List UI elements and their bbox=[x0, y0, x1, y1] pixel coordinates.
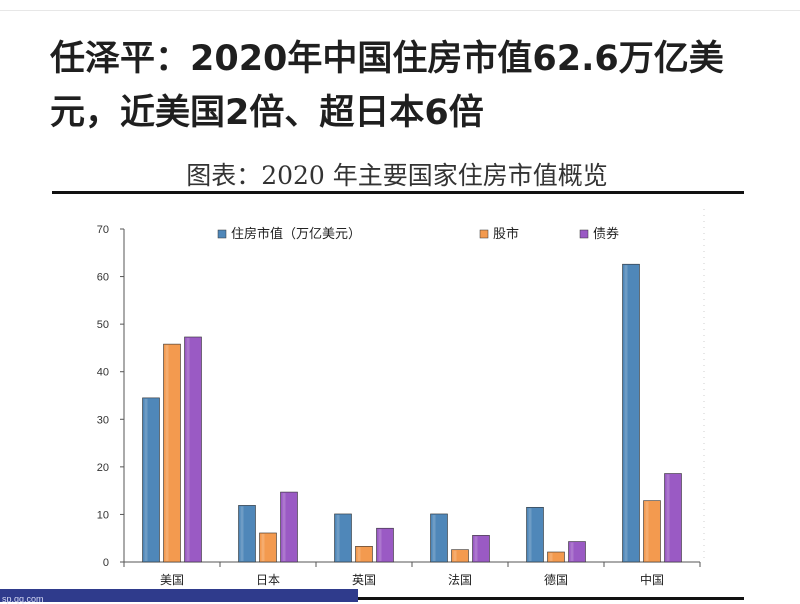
bar-highlight bbox=[528, 508, 532, 561]
bar-highlight bbox=[624, 265, 628, 561]
bar bbox=[451, 549, 469, 563]
category-label: 英国 bbox=[352, 573, 376, 587]
bar bbox=[280, 491, 298, 563]
bar-highlight bbox=[336, 514, 340, 561]
bar-highlight bbox=[432, 514, 436, 561]
bar-highlight bbox=[453, 550, 457, 561]
bar-highlight bbox=[645, 501, 649, 561]
article-headline: 任泽平：2020年中国住房市值62.6万亿美元，近美国2倍、超日本6倍 bbox=[50, 39, 724, 133]
bar-highlight bbox=[357, 547, 361, 561]
bar-highlight bbox=[240, 506, 244, 561]
bar-highlight bbox=[549, 553, 553, 561]
bar bbox=[430, 513, 448, 563]
bar-highlight bbox=[144, 398, 148, 561]
category-label: 德国 bbox=[544, 572, 568, 587]
legend-label: 债券 bbox=[593, 226, 619, 242]
y-tick-label: 20 bbox=[97, 462, 109, 474]
bar bbox=[568, 541, 586, 563]
y-tick-label: 50 bbox=[97, 319, 109, 331]
bar bbox=[184, 336, 202, 563]
bar bbox=[259, 532, 277, 563]
bar bbox=[376, 527, 394, 563]
category-label: 法国 bbox=[448, 573, 472, 587]
bar bbox=[238, 505, 256, 563]
bar-highlight bbox=[186, 337, 190, 561]
watermark-text: sp.qq.com bbox=[2, 594, 44, 604]
bar bbox=[547, 551, 565, 563]
legend-swatch bbox=[579, 229, 589, 239]
y-tick-label: 60 bbox=[97, 272, 109, 284]
bar bbox=[643, 500, 661, 563]
y-tick-label: 10 bbox=[97, 509, 109, 521]
bar bbox=[334, 513, 352, 563]
category-label: 美国 bbox=[160, 573, 184, 587]
chart-bottom-rule bbox=[52, 597, 744, 600]
bar-highlight bbox=[165, 345, 169, 561]
bar bbox=[163, 343, 181, 563]
y-tick-label: 70 bbox=[97, 224, 109, 236]
chart-title: 图表：2020 年主要国家住房市值概览 bbox=[186, 161, 608, 190]
plot-area: 0 10 20 30 40 50 60 70 美国 日本 英国 法国 德国 中国 住房市值（万亿美元） 股市 债… bbox=[97, 209, 705, 587]
bar bbox=[664, 473, 682, 563]
y-tick-label: 30 bbox=[97, 414, 109, 426]
y-tick-label: 0 bbox=[103, 557, 109, 569]
bar bbox=[622, 263, 640, 563]
bar bbox=[142, 397, 160, 563]
bar-highlight bbox=[570, 542, 574, 561]
bar-highlight bbox=[474, 536, 478, 561]
legend-label: 住房市值（万亿美元） bbox=[231, 226, 361, 242]
legend-swatch bbox=[479, 229, 489, 239]
bar bbox=[355, 546, 373, 563]
bar bbox=[472, 535, 490, 563]
bar-highlight bbox=[282, 493, 286, 561]
bar-highlight bbox=[666, 474, 670, 561]
category-label: 日本 bbox=[256, 573, 280, 587]
bar bbox=[526, 506, 544, 563]
title-underline bbox=[52, 191, 744, 194]
legend-label: 股市 bbox=[493, 226, 519, 242]
bar-highlight bbox=[261, 533, 265, 561]
y-tick-label: 40 bbox=[97, 367, 109, 379]
bar-highlight bbox=[378, 529, 382, 561]
legend-swatch bbox=[217, 229, 227, 239]
top-divider bbox=[0, 10, 800, 11]
category-label: 中国 bbox=[640, 572, 664, 587]
bottom-overlay-bar bbox=[0, 589, 358, 602]
